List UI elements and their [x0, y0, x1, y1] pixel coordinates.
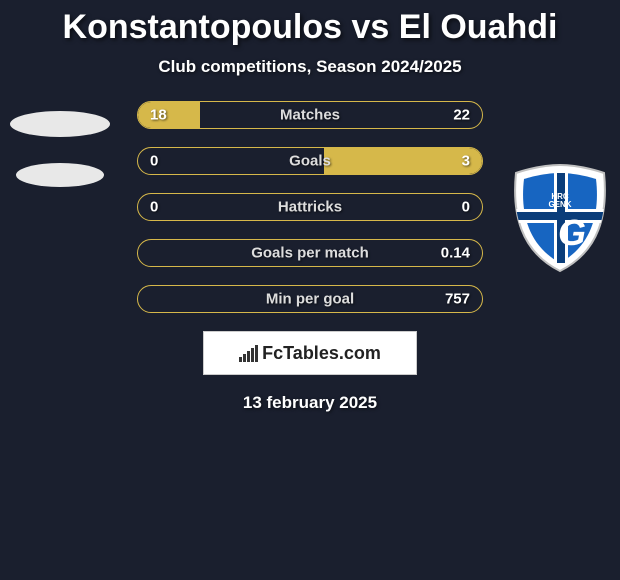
stat-row: 0 Goals 3 — [137, 147, 483, 175]
right-team-badge: KRC GENK G — [500, 101, 620, 273]
shield-icon: KRC GENK G — [510, 163, 610, 273]
stat-value-left: 0 — [150, 199, 158, 216]
stats-bars: 18 Matches 22 0 Goals 3 0 Hattricks 0 Goals per m… — [137, 101, 483, 313]
stat-label: Hattricks — [278, 199, 342, 216]
stat-label: Goals per match — [251, 245, 369, 262]
stat-row: 0 Hattricks 0 — [137, 193, 483, 221]
stats-area: KRC GENK G 18Matches220Goals30Hattricks0… — [0, 101, 620, 313]
stat-value-right: 757 — [445, 291, 470, 308]
bar-fill-left — [138, 102, 200, 128]
stat-row: Min per goal 757 — [137, 285, 483, 313]
page-subtitle: Club competitions, Season 2024/2025 — [0, 57, 620, 77]
left-team-badge — [0, 101, 120, 195]
site-logo-text: FcTables.com — [262, 343, 381, 364]
badge-text-line2: GENK — [548, 200, 571, 209]
stat-label: Min per goal — [266, 291, 354, 308]
bar-chart-icon — [239, 344, 258, 362]
stat-label: Matches — [280, 107, 340, 124]
ellipse-icon — [16, 163, 104, 187]
stat-value-right: 0 — [462, 199, 470, 216]
ellipse-icon — [10, 111, 110, 137]
stat-row: 18 Matches 22 — [137, 101, 483, 129]
stat-value-left: 0 — [150, 153, 158, 170]
page-title: Konstantopoulos vs El Ouahdi — [0, 0, 620, 47]
stat-value-right: 22 — [453, 107, 470, 124]
bar-fill-right — [324, 148, 482, 174]
stat-value-right: 0.14 — [441, 245, 470, 262]
site-logo-box: FcTables.com — [203, 331, 417, 375]
fctables-logo: FcTables.com — [239, 343, 381, 364]
stat-value-left: 18 — [150, 107, 167, 124]
date-label: 13 february 2025 — [0, 393, 620, 413]
badge-letter: G — [558, 212, 586, 253]
stat-value-right: 3 — [462, 153, 470, 170]
stat-row: Goals per match 0.14 — [137, 239, 483, 267]
stat-label: Goals — [289, 153, 331, 170]
